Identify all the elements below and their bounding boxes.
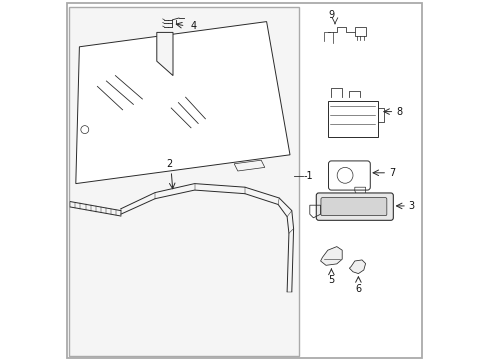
Text: 7: 7 bbox=[389, 168, 395, 178]
Text: 6: 6 bbox=[355, 284, 362, 294]
FancyBboxPatch shape bbox=[321, 198, 387, 216]
Text: 4: 4 bbox=[191, 21, 197, 31]
Bar bbox=[328, 101, 378, 137]
Text: 2: 2 bbox=[166, 159, 172, 169]
Text: 9: 9 bbox=[328, 10, 335, 20]
Text: 3: 3 bbox=[409, 201, 415, 211]
Polygon shape bbox=[320, 247, 342, 265]
Polygon shape bbox=[157, 32, 173, 76]
Polygon shape bbox=[349, 260, 366, 274]
Text: -1: -1 bbox=[304, 171, 313, 181]
Polygon shape bbox=[76, 22, 290, 184]
Bar bbox=[69, 7, 299, 356]
FancyBboxPatch shape bbox=[316, 193, 393, 220]
Text: 8: 8 bbox=[396, 107, 402, 117]
Bar bbox=[355, 27, 366, 36]
FancyBboxPatch shape bbox=[328, 161, 370, 190]
Text: 5: 5 bbox=[328, 275, 335, 285]
